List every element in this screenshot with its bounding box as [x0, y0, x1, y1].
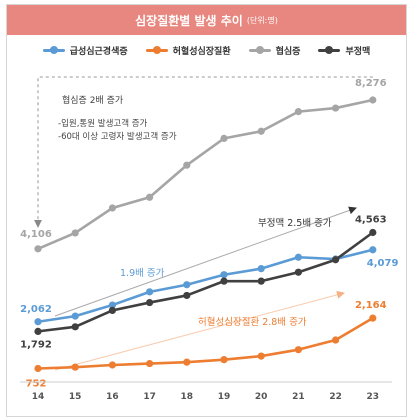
chart-frame: 심장질환별 발생 추이 (단위:명) 급성심근경색증 허혈성심장질환 협심증 부정맥	[6, 4, 407, 417]
legend-label: 부정맥	[345, 46, 371, 57]
x-tick-label: 18	[181, 392, 194, 402]
x-tick-label: 16	[106, 392, 119, 402]
series-point	[71, 323, 79, 331]
series-point	[108, 301, 116, 309]
series-point	[332, 256, 340, 264]
series-point	[294, 346, 302, 354]
series-point	[146, 288, 154, 296]
x-tick-label: 15	[69, 392, 82, 402]
annotation-arrhythmia: 부정맥 2.5배 증가	[258, 218, 332, 229]
trend-arrow-arrhythmia	[54, 206, 357, 317]
series-point	[257, 352, 265, 360]
series-point	[294, 268, 302, 276]
series-point	[108, 204, 116, 212]
x-tick-label: 21	[292, 392, 305, 402]
series-point	[34, 245, 42, 253]
series-point	[294, 253, 302, 261]
series-point	[220, 277, 228, 285]
series-point	[183, 161, 191, 169]
series-point	[369, 96, 377, 104]
series-point	[34, 327, 42, 335]
legend-item-0: 급성심근경색증	[42, 41, 128, 59]
x-tick-label: 22	[329, 392, 342, 402]
series-point	[294, 108, 302, 116]
series-point	[257, 277, 265, 285]
annotation-angina-title: 협심증 2배 증가	[62, 94, 123, 106]
series-line	[37, 316, 374, 370]
x-tick-label: 20	[255, 392, 268, 402]
x-tick-label: 23	[367, 392, 380, 402]
data-label-first: 752	[26, 379, 47, 390]
series-point	[220, 134, 228, 142]
series-point	[183, 281, 191, 289]
data-label-last: 8,276	[355, 78, 387, 89]
legend-label: 허혈성심장질환	[172, 46, 231, 57]
series-point	[369, 246, 377, 254]
annotation-ihd: 허혈성심장질환 2.8배 증가	[198, 316, 307, 328]
series-point	[146, 298, 154, 307]
legend-swatch	[42, 46, 65, 54]
series-point	[108, 306, 116, 315]
data-label-first: 4,106	[20, 229, 52, 240]
annotation-angina-note2: -60대 이상 고령자 발생고객 증가	[58, 131, 177, 142]
series-point	[34, 318, 42, 326]
series-point	[332, 104, 340, 112]
legend: 급성심근경색증 허혈성심장질환 협심증 부정맥	[7, 41, 406, 59]
series-line	[37, 98, 374, 251]
chart-title: 심장질환별 발생 추이	[135, 13, 243, 28]
data-label-first: 1,792	[20, 339, 52, 350]
series-point	[220, 356, 228, 364]
series-point	[71, 363, 79, 371]
legend-swatch	[145, 46, 168, 54]
series-point	[34, 364, 42, 373]
annotation-ami: 1.9배 증가	[120, 268, 165, 279]
series-point	[183, 291, 191, 300]
series-point	[146, 193, 154, 201]
trend-arrow-ihd	[54, 290, 345, 371]
data-label-first: 2,062	[20, 304, 52, 315]
legend-label: 급성심근경색증	[69, 46, 128, 57]
x-tick-label: 19	[218, 392, 231, 402]
legend-label: 협심증	[275, 46, 301, 57]
legend-item-2: 협심증	[248, 41, 301, 59]
series-point	[257, 265, 265, 273]
x-tick-label: 17	[143, 392, 156, 402]
series-point	[183, 358, 191, 366]
data-label-last: 4,563	[355, 215, 387, 226]
chart-title-bar: 심장질환별 발생 추이 (단위:명)	[7, 5, 406, 35]
data-label-last: 2,164	[355, 300, 387, 311]
series-point	[369, 314, 377, 322]
data-label-last: 4,079	[367, 258, 399, 269]
series-line	[37, 248, 374, 324]
legend-swatch	[248, 46, 271, 54]
series-point	[71, 312, 79, 320]
legend-swatch	[318, 46, 341, 54]
angina-bracket	[34, 76, 373, 228]
series-point	[257, 127, 265, 135]
legend-item-1: 허혈성심장질환	[145, 41, 231, 59]
series-point	[108, 361, 116, 369]
x-tick-label: 14	[32, 392, 45, 402]
series-point	[71, 229, 79, 237]
legend-item-3: 부정맥	[318, 41, 370, 59]
series-point	[220, 271, 228, 279]
series-point	[369, 228, 377, 237]
series-line	[37, 231, 374, 333]
annotation-angina-note1: -입원,통원 발생고객 증가	[58, 118, 148, 129]
series-point	[332, 336, 340, 344]
series-point	[146, 359, 154, 368]
chart-unit: (단위:명)	[246, 15, 278, 25]
